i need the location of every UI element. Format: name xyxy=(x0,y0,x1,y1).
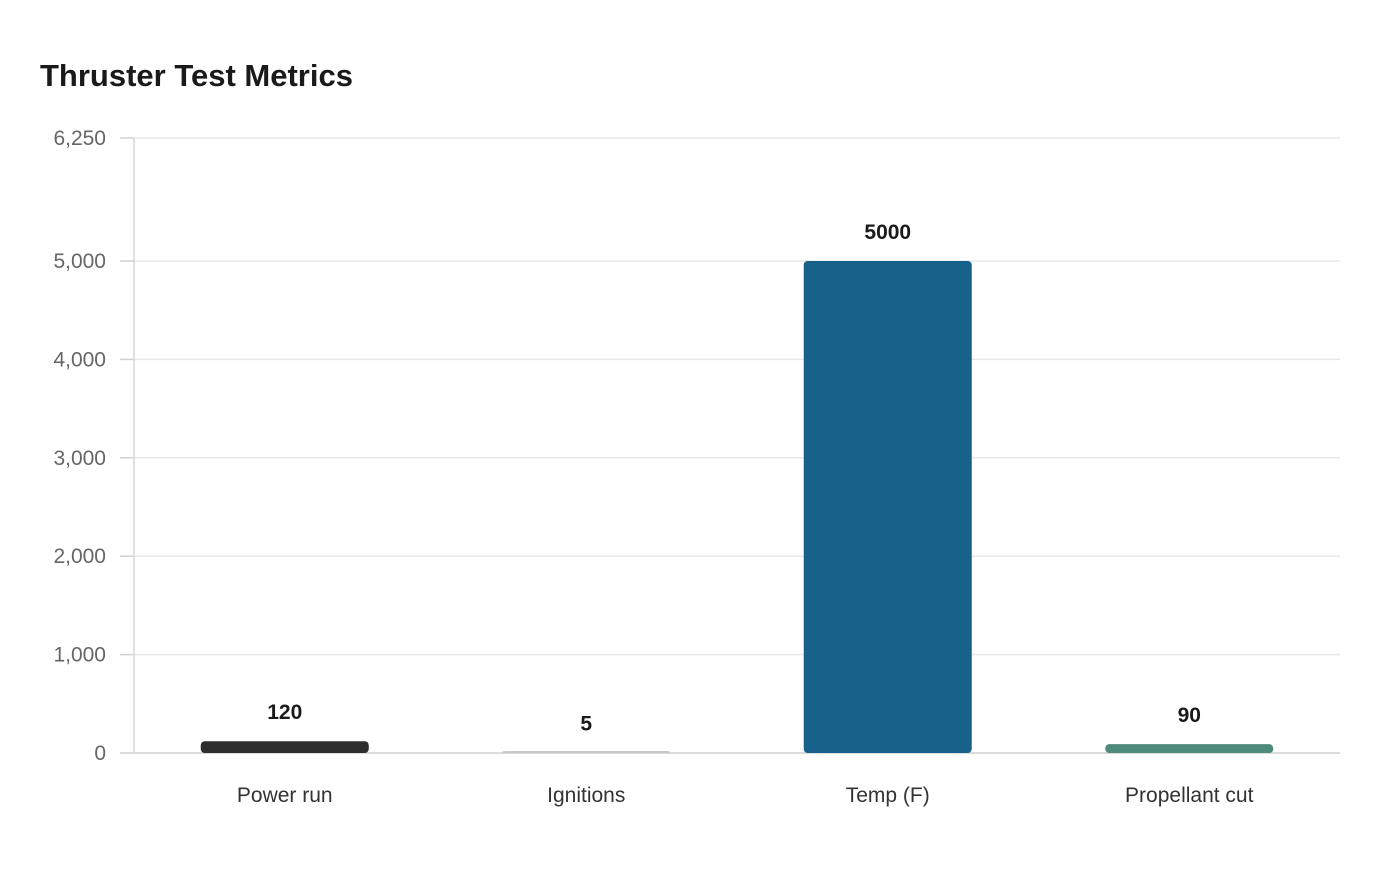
chart-title: Thruster Test Metrics xyxy=(40,58,353,93)
data-label: 5000 xyxy=(864,221,911,244)
y-tick-label: 3,000 xyxy=(53,447,106,470)
y-tick-label: 5,000 xyxy=(53,250,106,273)
y-tick-label: 2,000 xyxy=(53,545,106,568)
bars xyxy=(200,261,1274,753)
data-label: 5 xyxy=(580,713,592,736)
x-tick-label: Propellant cut xyxy=(1125,784,1254,807)
y-tick-label: 0 xyxy=(94,742,106,765)
data-label: 90 xyxy=(1178,704,1201,727)
axes xyxy=(120,137,1340,754)
labels: 0 1,000 2,000 3,000 4,000 5,000 6,250 120 Power … xyxy=(53,127,1253,807)
bar xyxy=(502,751,671,753)
data-label: 120 xyxy=(267,701,302,724)
y-tick-label: 6,250 xyxy=(53,127,106,150)
bar xyxy=(200,741,369,753)
bar xyxy=(803,261,972,753)
x-tick-label: Ignitions xyxy=(547,784,625,807)
x-tick-label: Power run xyxy=(237,784,333,807)
y-tick-label: 1,000 xyxy=(53,644,106,667)
gridlines xyxy=(134,137,1340,656)
x-tick-label: Temp (F) xyxy=(846,784,930,807)
bar xyxy=(1105,744,1274,753)
y-tick-label: 4,000 xyxy=(53,348,106,371)
